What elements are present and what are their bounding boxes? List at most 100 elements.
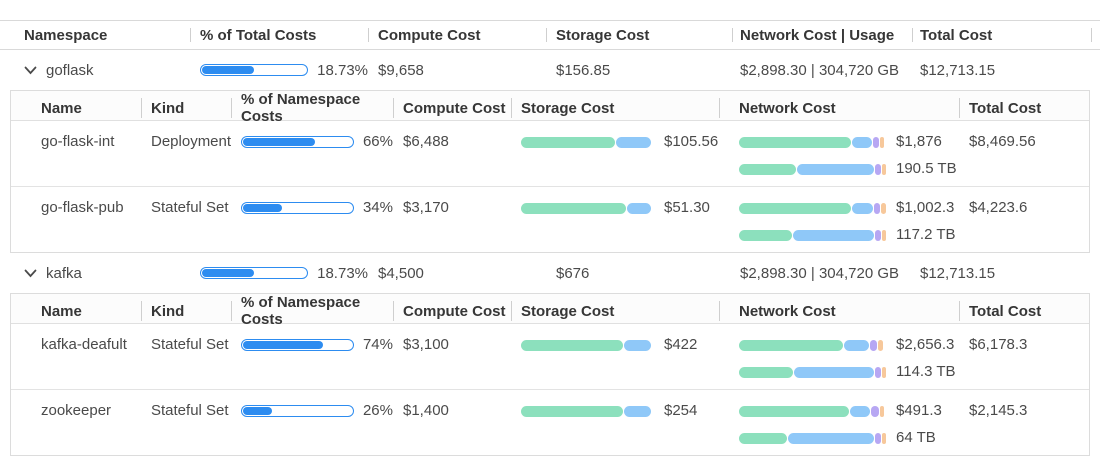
storage-cost-value: $156.85: [556, 61, 611, 79]
network-usage-bar: [739, 366, 887, 378]
percent-of-namespace-label: 66%: [362, 133, 393, 150]
network-usage-bar: [739, 229, 887, 241]
bar-segment-purple: [874, 432, 881, 444]
network-cost-usage-value: $2,898.30 | 304,720 GB: [740, 61, 900, 79]
progress-fill: [243, 204, 283, 212]
bar-segment-green: [521, 339, 623, 351]
progress-fill: [243, 138, 315, 146]
bar-segment-green: [739, 229, 792, 241]
network-usage-bar: [739, 163, 887, 175]
network-cost-bar: [739, 202, 887, 214]
workloads-header-row: Name Kind % of Namespace Costs Compute C…: [11, 294, 1089, 328]
percent-of-total-label: 18.73%: [317, 61, 368, 79]
workload-kind: Deployment: [151, 133, 232, 150]
storage-cost-cell: $51.30: [511, 198, 719, 218]
bar-segment-purple: [874, 366, 881, 378]
percent-of-namespace-label: 74%: [362, 336, 393, 353]
network-cost-line: $1,002.3: [739, 198, 959, 218]
progress-fill: [243, 407, 273, 415]
pct-namespace-cell: 74%: [231, 335, 393, 355]
bar-segment-blue: [843, 339, 869, 351]
network-usage-label: 117.2 TB: [896, 226, 956, 243]
network-cost-cell: $1,002.3 117.2 TB: [719, 198, 959, 245]
namespace-group-kafka: kafka 18.73% $4,500 $676 $2,898.30 | 304…: [0, 253, 1100, 456]
bar-segment-orange: [879, 136, 885, 148]
storage-cost-cell: $254: [511, 401, 719, 421]
network-cost-label: $2,656.3: [896, 336, 955, 353]
total-cost-value: $12,713.15: [920, 61, 996, 79]
total-cost-value: $4,223.6: [969, 199, 1028, 216]
workload-name: go-flask-int: [41, 133, 115, 150]
workload-row: go-flask-int Deployment 66% $6,488 $105.…: [11, 121, 1089, 186]
bar-segment-green: [521, 405, 623, 417]
storage-cost-cell: $105.56: [511, 132, 719, 152]
workloads-header-row: Name Kind % of Namespace Costs Compute C…: [11, 91, 1089, 125]
column-header-total-cost: Total Cost: [959, 294, 1089, 328]
namespace-table-header: Namespace % of Total Costs Compute Cost …: [0, 20, 1100, 50]
bar-segment-green: [739, 136, 852, 148]
total-cost-value: $6,178.3: [969, 336, 1028, 353]
percent-of-total-bar: [200, 64, 309, 76]
storage-cost-cell: $422: [511, 335, 719, 355]
percent-of-namespace-bar: [241, 202, 354, 214]
bar-segment-green: [521, 202, 626, 214]
workload-kind: Stateful Set: [151, 402, 229, 419]
workloads-table: Name Kind % of Namespace Costs Compute C…: [10, 90, 1090, 253]
bar-segment-purple: [872, 136, 879, 148]
column-header-pct-namespace-costs: % of Namespace Costs: [231, 91, 393, 125]
progress-fill: [243, 341, 323, 349]
pct-total-cell: 18.73%: [190, 263, 368, 283]
network-usage-line: 190.5 TB: [739, 159, 959, 179]
percent-of-total-bar: [200, 267, 309, 279]
bar-segment-orange: [878, 339, 883, 351]
storage-cost-label: $254: [664, 402, 698, 419]
bar-segment-blue: [623, 405, 651, 417]
compute-cost-value: $6,488: [403, 133, 449, 150]
workload-row: go-flask-pub Stateful Set 34% $3,170 $51…: [11, 186, 1089, 252]
namespace-row[interactable]: goflask 18.73% $9,658 $156.85 $2,898.30 …: [0, 50, 1100, 90]
bar-segment-blue: [615, 136, 651, 148]
column-header-total-cost: Total Cost: [959, 91, 1089, 125]
chevron-down-icon[interactable]: [24, 66, 37, 75]
pct-namespace-cell: 26%: [231, 401, 393, 421]
bar-segment-orange: [879, 405, 885, 417]
pct-namespace-cell: 34%: [231, 198, 393, 218]
bar-segment-blue: [788, 432, 874, 444]
network-cost-cell: $491.3 64 TB: [719, 401, 959, 448]
pct-total-cell: 18.73%: [190, 60, 368, 80]
percent-of-namespace-label: 34%: [362, 199, 393, 216]
bar-segment-orange: [881, 432, 886, 444]
compute-cost-value: $3,170: [403, 199, 449, 216]
storage-cost-label: $422: [664, 336, 698, 353]
percent-of-namespace-bar: [241, 339, 354, 351]
network-cost-line: $2,656.3: [739, 335, 959, 355]
network-usage-line: 64 TB: [739, 428, 959, 448]
bar-segment-green: [739, 163, 797, 175]
network-cost-label: $491.3: [896, 402, 942, 419]
network-usage-label: 64 TB: [896, 429, 936, 446]
column-header-name: Name: [41, 302, 82, 320]
column-header-storage-cost: Storage Cost: [546, 21, 732, 49]
network-cost-bar: [739, 339, 887, 351]
bar-segment-purple: [874, 229, 881, 241]
bar-segment-blue: [794, 366, 874, 378]
column-header-compute-cost: Compute Cost: [368, 21, 546, 49]
bar-segment-blue: [852, 202, 874, 214]
namespace-row[interactable]: kafka 18.73% $4,500 $676 $2,898.30 | 304…: [0, 253, 1100, 293]
column-header-kind: Kind: [141, 91, 231, 125]
bar-segment-green: [739, 366, 794, 378]
progress-fill: [202, 66, 255, 74]
percent-of-total-label: 18.73%: [317, 264, 368, 282]
namespace-name-cell: goflask: [0, 60, 190, 80]
compute-cost-value: $3,100: [403, 336, 449, 353]
column-header-pct-total-costs: % of Total Costs: [190, 21, 368, 49]
chevron-down-icon[interactable]: [24, 269, 37, 278]
workload-name: go-flask-pub: [41, 199, 124, 216]
storage-cost-bar: [521, 405, 655, 417]
bar-segment-blue: [849, 405, 871, 417]
workload-row: zookeeper Stateful Set 26% $1,400 $254 $…: [11, 389, 1089, 455]
total-cost-value: $8,469.56: [969, 133, 1036, 150]
network-usage-bar: [739, 432, 887, 444]
workload-kind: Stateful Set: [151, 336, 229, 353]
